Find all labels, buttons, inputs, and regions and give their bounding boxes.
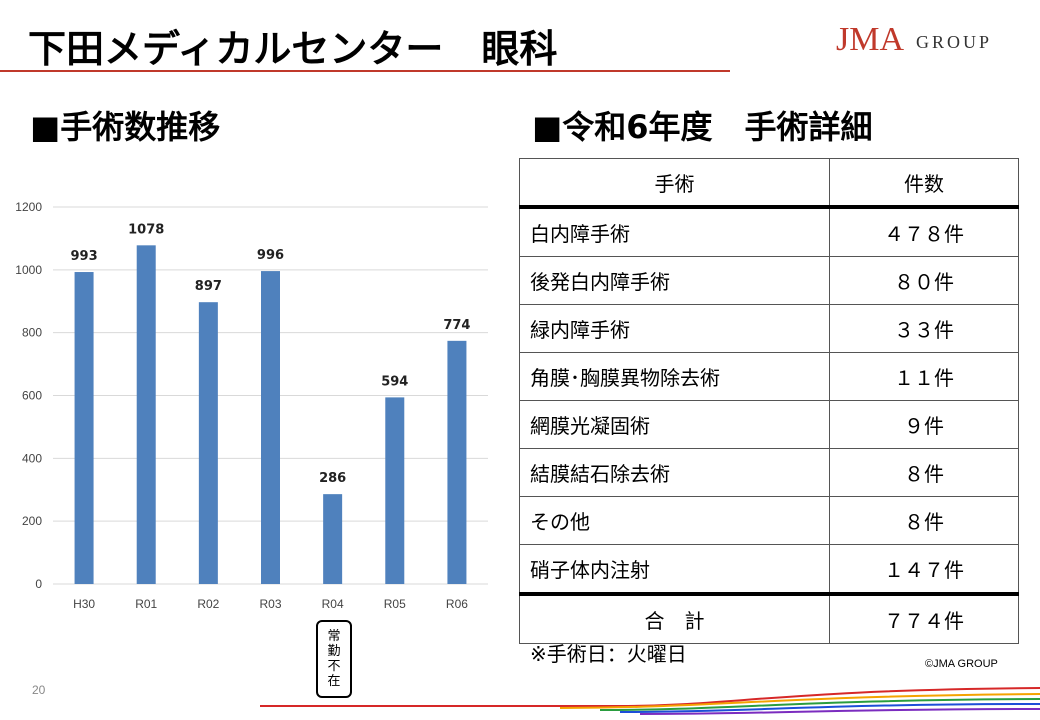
x-tick-label: R01	[135, 597, 157, 611]
y-tick-label: 800	[22, 326, 42, 340]
chart-section-heading: ■手術数推移	[30, 108, 221, 146]
bar	[261, 271, 280, 584]
row-surgery-name: 網膜光凝固術	[519, 400, 830, 449]
table-row: 網膜光凝固術 ９件	[519, 400, 1019, 449]
row-surgery-count: １４７件	[829, 544, 1019, 595]
table-total-row: 合 計 ７７４件	[519, 592, 1019, 644]
title-underline	[0, 70, 730, 72]
total-label: 合 計	[519, 592, 830, 644]
table-row: その他 ８件	[519, 496, 1019, 545]
y-tick-label: 1000	[15, 263, 42, 277]
data-label: 774	[443, 318, 470, 333]
header-count: 件数	[829, 158, 1019, 209]
x-tick-label: R06	[446, 597, 468, 611]
row-surgery-count: ８件	[829, 448, 1019, 497]
row-surgery-count: ４７８件	[829, 206, 1019, 257]
page-number: 20	[32, 683, 46, 697]
x-tick-label: H30	[73, 597, 95, 611]
bar	[447, 340, 467, 584]
y-tick-label: 0	[35, 577, 42, 591]
header-surgery: 手術	[519, 158, 830, 209]
data-label: 286	[319, 471, 346, 486]
row-surgery-count: ８０件	[829, 256, 1019, 305]
y-tick-label: 200	[22, 514, 42, 528]
table-row: 硝子体内注射 １４７件	[519, 544, 1019, 595]
bar	[136, 245, 156, 584]
callout-text: 常勤不在	[327, 629, 341, 689]
logo-main-text: JMA	[836, 21, 904, 56]
row-surgery-name: 白内障手術	[519, 206, 830, 257]
table-header-row: 手術 件数	[519, 158, 1019, 209]
bar	[74, 272, 94, 584]
x-tick-label: R02	[197, 597, 219, 611]
callout-no-fulltime-doctor: 常勤不在	[316, 620, 352, 698]
x-tick-label: R03	[259, 597, 281, 611]
copyright-text: ©JMA GROUP	[925, 658, 998, 670]
table-row: 緑内障手術 ３３件	[519, 304, 1019, 353]
x-tick-label: R04	[322, 597, 344, 611]
table-row: 後発白内障手術 ８０件	[519, 256, 1019, 305]
row-surgery-count: ８件	[829, 496, 1019, 545]
row-surgery-count: １１件	[829, 352, 1019, 401]
jma-group-logo: JMA GROUP	[836, 21, 992, 56]
table-row: 白内障手術 ４７８件	[519, 206, 1019, 257]
row-surgery-name: 緑内障手術	[519, 304, 830, 353]
bar	[385, 397, 405, 584]
y-tick-label: 400	[22, 451, 42, 465]
logo-sub-text: GROUP	[916, 32, 992, 52]
x-tick-label: R05	[384, 597, 406, 611]
row-surgery-name: 後発白内障手術	[519, 256, 830, 305]
y-tick-label: 600	[22, 389, 42, 403]
data-label: 594	[381, 374, 408, 389]
page-title: 下田メディカルセンター 眼科	[28, 27, 558, 71]
data-label: 1078	[128, 222, 164, 237]
surgery-count-bar-chart: 0 200 400 600 800 1000 1200 993 H30 1078 R01 897 R02…	[15, 200, 488, 611]
surgery-day-note: ※手術日：火曜日	[530, 642, 687, 666]
table-row: 角膜･胸膜異物除去術 １１件	[519, 352, 1019, 401]
total-count: ７７４件	[829, 592, 1019, 644]
bar	[198, 302, 218, 584]
surgery-detail-table: 手術 件数 白内障手術 ４７８件 後発白内障手術 ８０件 緑内障手術 ３３件 角…	[519, 158, 1019, 644]
table-section-heading: ■令和6年度 手術詳細	[532, 108, 873, 146]
data-label: 996	[257, 248, 284, 263]
row-surgery-name: 結膜結石除去術	[519, 448, 830, 497]
data-label: 897	[195, 279, 222, 294]
row-surgery-count: ９件	[829, 400, 1019, 449]
bar	[323, 494, 343, 584]
row-surgery-name: 角膜･胸膜異物除去術	[519, 352, 830, 401]
data-label: 993	[71, 249, 98, 264]
row-surgery-name: その他	[519, 496, 830, 545]
row-surgery-name: 硝子体内注射	[519, 544, 830, 595]
row-surgery-count: ３３件	[829, 304, 1019, 353]
y-tick-label: 1200	[15, 200, 42, 214]
decorative-swoosh	[260, 687, 1040, 715]
table-row: 結膜結石除去術 ８件	[519, 448, 1019, 497]
